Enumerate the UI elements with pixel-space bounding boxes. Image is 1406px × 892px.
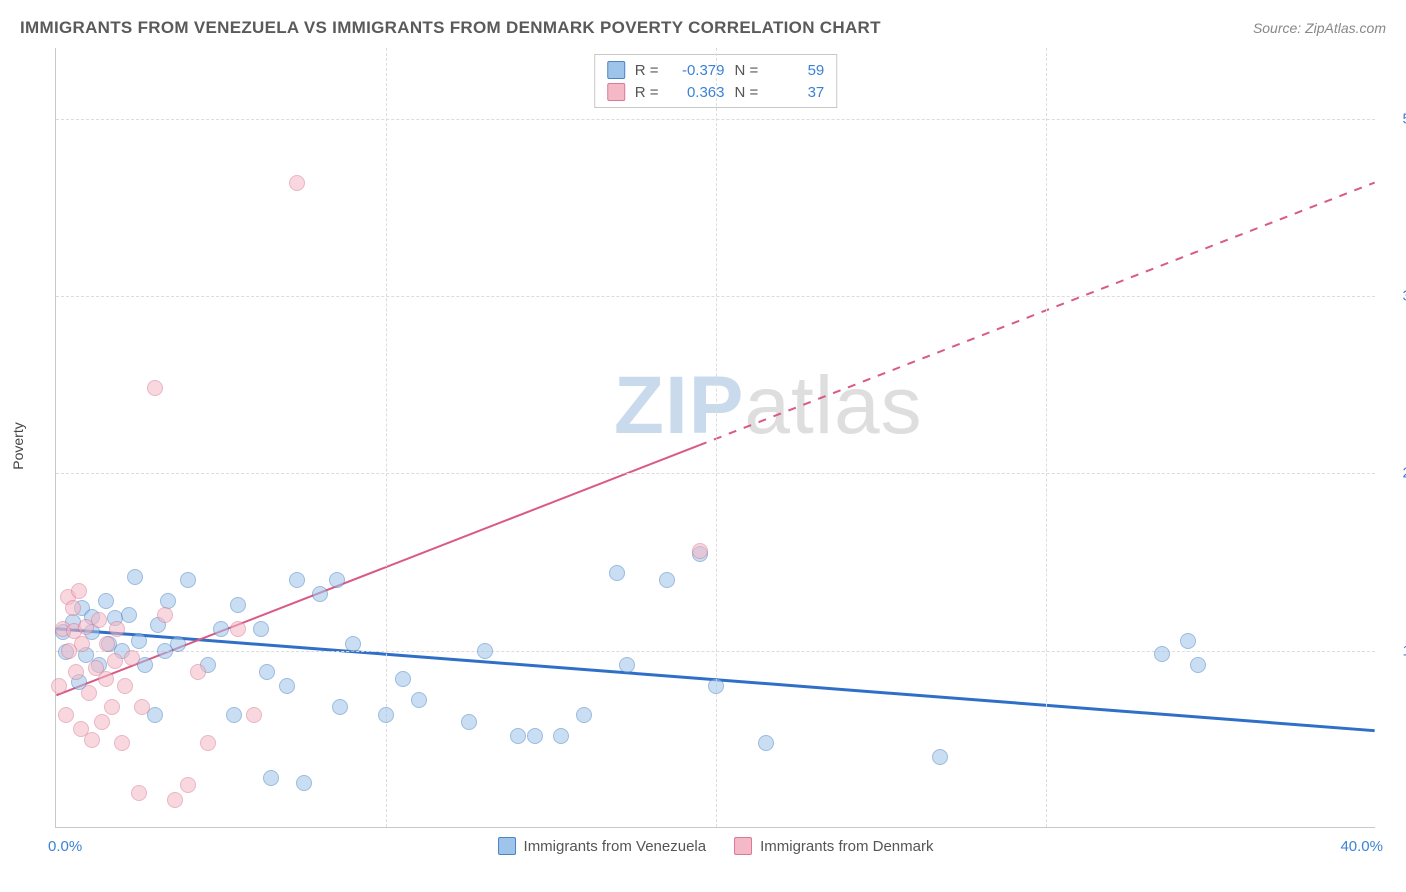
data-point — [659, 572, 675, 588]
data-point — [692, 543, 708, 559]
data-point — [609, 565, 625, 581]
watermark-text: ZIPatlas — [614, 359, 923, 453]
data-point — [527, 728, 543, 744]
series-legend-item: Immigrants from Denmark — [734, 837, 933, 855]
data-point — [510, 728, 526, 744]
data-point — [99, 636, 115, 652]
chart-title: IMMIGRANTS FROM VENEZUELA VS IMMIGRANTS … — [20, 18, 881, 38]
x-tick-min: 0.0% — [48, 838, 82, 855]
source-attribution: Source: ZipAtlas.com — [1253, 20, 1386, 36]
y-tick-label: 12.5% — [1385, 642, 1406, 659]
data-point — [246, 707, 262, 723]
data-point — [200, 735, 216, 751]
gridline-v — [1046, 48, 1047, 827]
data-point — [253, 621, 269, 637]
series-legend-item: Immigrants from Venezuela — [498, 837, 707, 855]
legend-swatch — [607, 61, 625, 79]
data-point — [104, 699, 120, 715]
data-point — [289, 175, 305, 191]
data-point — [230, 621, 246, 637]
data-point — [98, 671, 114, 687]
legend-swatch — [498, 837, 516, 855]
series-label: Immigrants from Denmark — [760, 838, 933, 855]
data-point — [345, 636, 361, 652]
y-tick-label: 25.0% — [1385, 465, 1406, 482]
data-point — [98, 593, 114, 609]
data-point — [576, 707, 592, 723]
data-point — [107, 653, 123, 669]
data-point — [167, 792, 183, 808]
data-point — [230, 597, 246, 613]
data-point — [619, 657, 635, 673]
data-point — [461, 714, 477, 730]
legend-r-label: R = — [635, 84, 659, 101]
data-point — [411, 692, 427, 708]
data-point — [131, 785, 147, 801]
data-point — [190, 664, 206, 680]
data-point — [213, 621, 229, 637]
legend-swatch — [734, 837, 752, 855]
data-point — [180, 777, 196, 793]
data-point — [758, 735, 774, 751]
data-point — [84, 732, 100, 748]
data-point — [553, 728, 569, 744]
data-point — [121, 607, 137, 623]
y-tick-label: 50.0% — [1385, 110, 1406, 127]
data-point — [279, 678, 295, 694]
data-point — [147, 380, 163, 396]
data-point — [94, 714, 110, 730]
series-label: Immigrants from Venezuela — [524, 838, 707, 855]
gridline-v — [716, 48, 717, 827]
legend-n-value: 37 — [768, 84, 824, 101]
data-point — [81, 685, 97, 701]
data-point — [180, 572, 196, 588]
data-point — [395, 671, 411, 687]
data-point — [124, 650, 140, 666]
scatter-plot: ZIPatlas R = -0.379 N = 59 R = 0.363 N =… — [55, 48, 1375, 828]
data-point — [51, 678, 67, 694]
data-point — [263, 770, 279, 786]
data-point — [289, 572, 305, 588]
series-legend: Immigrants from Venezuela Immigrants fro… — [498, 837, 934, 855]
data-point — [329, 572, 345, 588]
data-point — [109, 621, 125, 637]
data-point — [932, 749, 948, 765]
data-point — [71, 583, 87, 599]
data-point — [296, 775, 312, 791]
legend-r-label: R = — [635, 62, 659, 79]
data-point — [91, 612, 107, 628]
data-point — [117, 678, 133, 694]
data-point — [477, 643, 493, 659]
x-tick-max: 40.0% — [1340, 838, 1383, 855]
legend-n-label: N = — [735, 84, 759, 101]
data-point — [74, 636, 90, 652]
data-point — [1190, 657, 1206, 673]
data-point — [332, 699, 348, 715]
data-point — [312, 586, 328, 602]
data-point — [259, 664, 275, 680]
data-point — [65, 600, 81, 616]
data-point — [170, 636, 186, 652]
y-axis-label: Poverty — [10, 422, 26, 469]
data-point — [131, 633, 147, 649]
data-point — [134, 699, 150, 715]
y-tick-label: 37.5% — [1385, 288, 1406, 305]
legend-n-label: N = — [735, 62, 759, 79]
legend-swatch — [607, 83, 625, 101]
data-point — [1154, 646, 1170, 662]
data-point — [58, 707, 74, 723]
data-point — [378, 707, 394, 723]
data-point — [157, 607, 173, 623]
data-point — [114, 735, 130, 751]
legend-n-value: 59 — [768, 62, 824, 79]
data-point — [226, 707, 242, 723]
data-point — [1180, 633, 1196, 649]
data-point — [708, 678, 724, 694]
data-point — [127, 569, 143, 585]
data-point — [68, 664, 84, 680]
